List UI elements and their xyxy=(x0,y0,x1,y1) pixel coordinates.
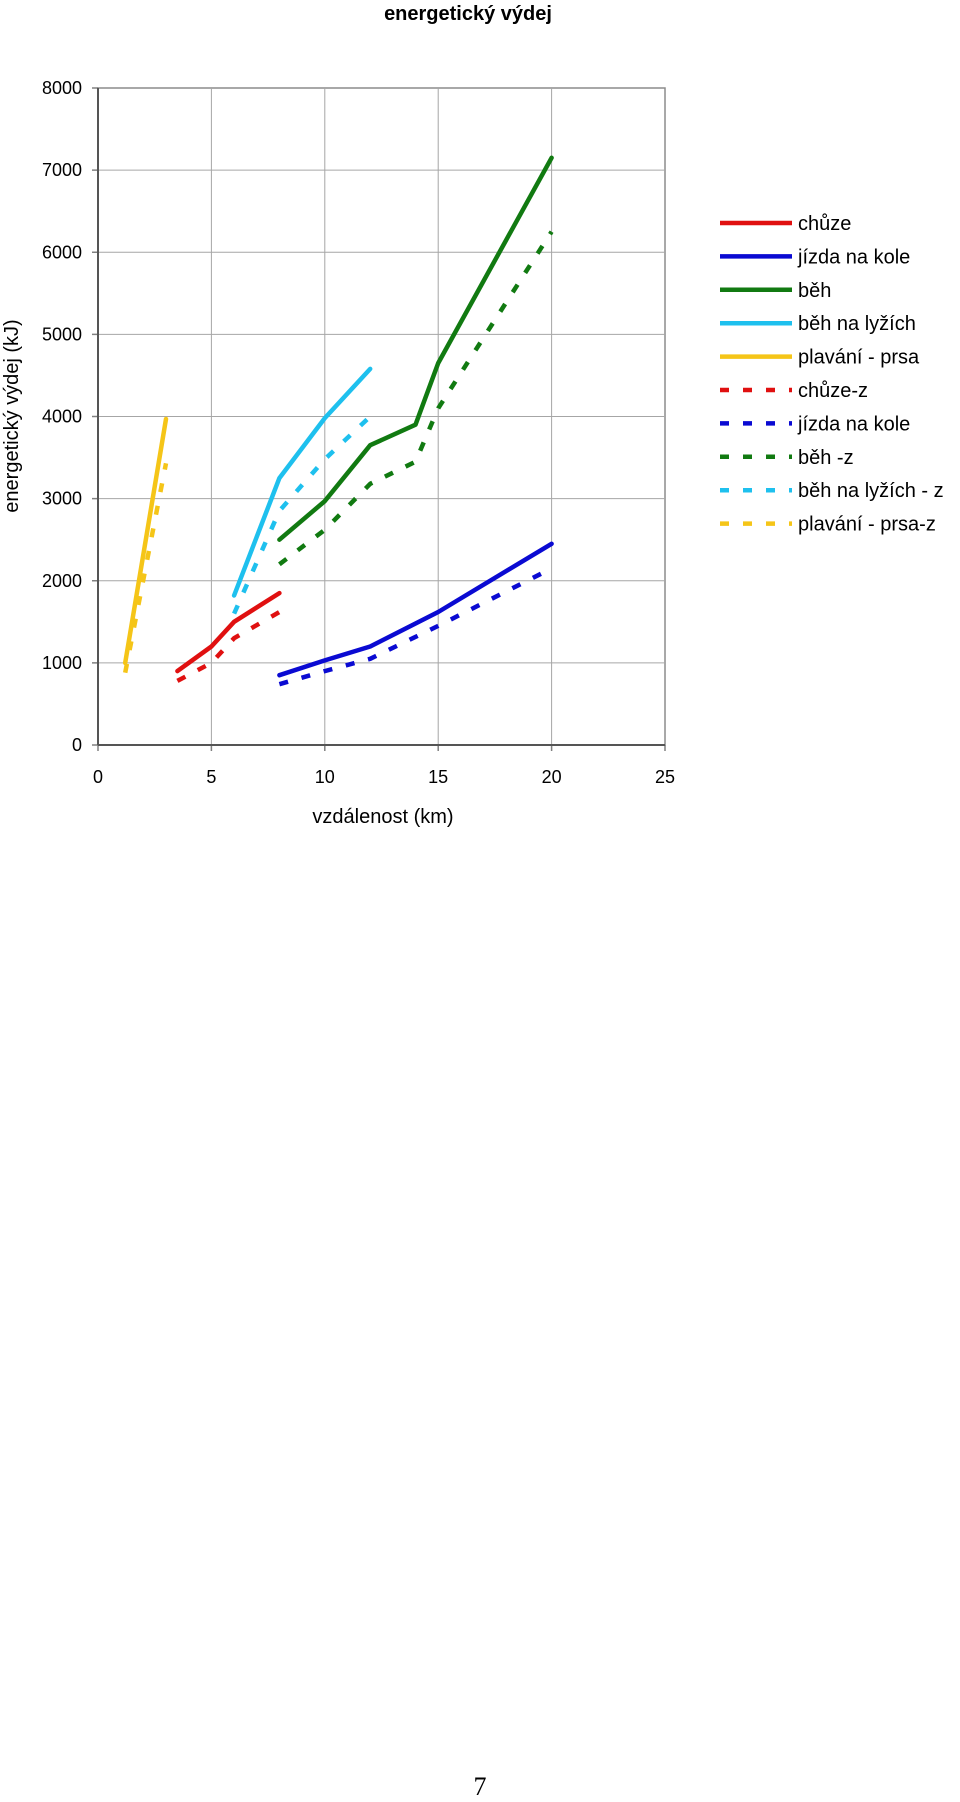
legend-item: běh xyxy=(720,280,831,302)
series-line-2 xyxy=(277,541,554,678)
legend-label: jízda na kole xyxy=(797,246,910,268)
x-tick-label: 10 xyxy=(315,767,335,787)
series-line-6-dashed xyxy=(176,610,281,683)
axes: 0 1000 2000 3000 4000 5000 6000 7000 8000 0 5 10 15 2… xyxy=(42,78,675,787)
series-lines xyxy=(122,155,554,687)
x-tick-label: 5 xyxy=(206,767,216,787)
series-line-4 xyxy=(231,366,373,598)
legend-label: plavání - prsa-z xyxy=(798,514,936,536)
legend-label: plavání - prsa xyxy=(798,347,920,369)
y-tick-label: 8000 xyxy=(42,78,82,98)
legend-item: plavání - prsa xyxy=(720,347,920,369)
y-tick-label: 7000 xyxy=(42,160,82,180)
x-axis-label: vzdálenost (km) xyxy=(312,806,453,828)
legend-item: běh na lyžích xyxy=(720,313,916,335)
series-line-7-dashed xyxy=(278,566,553,687)
y-tick-label: 3000 xyxy=(42,489,82,509)
legend-label: chůze-z xyxy=(798,380,868,402)
energy-chart: energetický výdej 0 1000 2000 3000 4000 5000 6… xyxy=(1,3,944,828)
legend-label: chůze xyxy=(798,213,851,235)
x-tick-label: 20 xyxy=(542,767,562,787)
legend-item: běh na lyžích - z xyxy=(720,480,944,502)
page-number: 7 xyxy=(473,1772,487,1801)
legend-item: jízda na kole xyxy=(720,246,910,268)
y-tick-label: 2000 xyxy=(42,571,82,591)
legend-item: jízda na kole xyxy=(720,413,910,435)
series-line-5 xyxy=(122,416,169,666)
series-line-3 xyxy=(277,155,554,542)
series-line-10-dashed xyxy=(122,462,169,674)
grid xyxy=(97,87,666,746)
legend: chůze jízda na kole běh běh na lyžích plaván… xyxy=(720,213,944,536)
y-tick-label: 5000 xyxy=(42,324,82,344)
legend-label: běh na lyžích - z xyxy=(798,480,944,502)
y-tick-label: 0 xyxy=(72,735,82,755)
legend-label: běh -z xyxy=(798,447,854,469)
legend-label: běh na lyžích xyxy=(798,313,916,335)
series-line-8-dashed xyxy=(278,230,554,567)
series-line-1 xyxy=(175,590,282,674)
chart-title: energetický výdej xyxy=(384,3,552,25)
legend-item: chůze xyxy=(720,213,851,235)
y-tick-label: 4000 xyxy=(42,407,82,427)
y-tick-label: 6000 xyxy=(42,242,82,262)
series-line-9-dashed xyxy=(232,414,372,615)
legend-item: chůze-z xyxy=(720,380,868,402)
y-axis-label: energetický výdej (kJ) xyxy=(1,319,23,512)
x-tick-label: 15 xyxy=(428,767,448,787)
x-tick-label: 0 xyxy=(93,767,103,787)
legend-item: plavání - prsa-z xyxy=(720,514,936,536)
legend-label: běh xyxy=(798,280,831,302)
legend-label: jízda na kole xyxy=(797,413,910,435)
x-tick-label: 25 xyxy=(655,767,675,787)
y-tick-label: 1000 xyxy=(42,653,82,673)
legend-item: běh -z xyxy=(720,447,854,469)
